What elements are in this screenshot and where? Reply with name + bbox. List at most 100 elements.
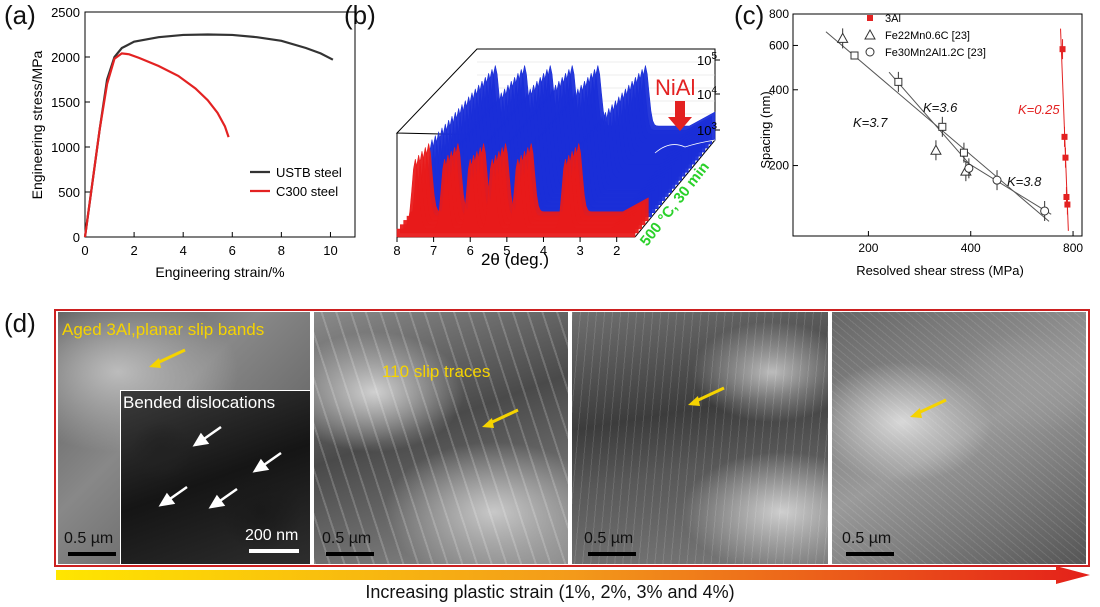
legend-label: Fe30Mn2Al1.2C [23] [885, 47, 986, 59]
plot-frame-a [84, 11, 356, 238]
scale-label-4: 0.5 µm [842, 530, 892, 547]
data-point [959, 148, 968, 157]
data-point [1040, 206, 1050, 216]
plot-frame-c [792, 13, 1083, 237]
strain-caption: Increasing plastic strain (1%, 2%, 3% an… [365, 582, 735, 602]
y-tick-label: 1000 [51, 140, 80, 155]
series-line-1 [83, 33, 334, 238]
inset-caption: Bended dislocations [123, 393, 276, 412]
y-tick-label: 2000 [51, 50, 80, 65]
y-tick-label: 1500 [51, 95, 80, 110]
fit-line-3 [962, 159, 1052, 215]
x-tick-label: 4 [180, 243, 187, 258]
data-point [1064, 201, 1071, 208]
scale-bar-4 [846, 552, 894, 556]
x-tick-label: 2 [613, 243, 620, 258]
x-tick-label: 3 [576, 243, 583, 258]
nial-peak-trace [654, 139, 716, 154]
series-line-2 [83, 52, 230, 238]
data-point [836, 32, 849, 43]
legend-a: USTB steel C300 steel [250, 165, 342, 199]
nial-arrow-icon [668, 101, 692, 131]
data-point [1063, 194, 1070, 201]
x-axis-label: Engineering strain/% [155, 264, 284, 280]
x-tick-label: 0 [81, 243, 88, 258]
x-tick-label: 8 [278, 243, 285, 258]
data-point [964, 163, 974, 173]
y-tick-label: 2500 [51, 5, 80, 20]
legend-marker [864, 28, 876, 40]
tem-inset: Bended dislocations 200 nm [120, 390, 310, 564]
y-tick-label: 800 [769, 7, 789, 21]
tem-caption-planar: Aged 3Al,planar slip bands [62, 320, 265, 339]
y-tick-label: 400 [769, 83, 789, 97]
tem-caption-slip: 110 slip traces [382, 362, 491, 381]
scale-bar-3 [588, 552, 636, 556]
x-tick-label: 7 [430, 243, 437, 258]
strain-gradient-arrow-icon [56, 566, 1090, 584]
legend-c: 3Al Fe22Mn0.6C [23] Fe30Mn2Al1.2C [23] [850, 13, 986, 60]
stress-strain-chart: 0 2 4 6 8 10 0 500 1000 1500 2000 2500 Engineering … [29, 5, 356, 280]
fit-line-2 [888, 71, 972, 166]
scale-label-2: 0.5 µm [322, 530, 372, 547]
data-point [930, 144, 942, 155]
tem-image-1: Aged 3Al,planar slip bands Bended disloc… [58, 312, 310, 564]
y-axis-label: Spacing (nm) [758, 91, 773, 168]
data-point [894, 77, 903, 86]
y-axis-label: Engineering stress/MPa [29, 50, 45, 199]
spacing-vs-stress-chart: 200 400 800 200 400 600 800 K=3.7 K=3.6 K=3.8 K=0… [758, 7, 1083, 278]
legend-label: USTB steel [276, 165, 342, 180]
panel-label-d: (d) [4, 308, 36, 338]
x-tick-label: 10 [323, 243, 337, 258]
legend-label: Fe22Mn0.6C [23] [885, 30, 970, 42]
yellow-arrow-icon [688, 386, 725, 406]
y-tick-label: 600 [769, 38, 789, 52]
x-tick-label: 2 [130, 243, 137, 258]
legend-marker [850, 51, 859, 60]
data-point [938, 122, 947, 131]
y-tick-label: 0 [73, 230, 80, 245]
legend-marker [865, 47, 875, 57]
fit-annotation: K=3.6 [923, 100, 958, 115]
x-axis-label: 2θ (deg.) [481, 250, 549, 269]
data-point [992, 175, 1002, 185]
white-arrows-icon [158, 425, 282, 509]
yellow-arrow-icon [910, 398, 947, 418]
fit-annotation: K=3.8 [1007, 174, 1042, 189]
tem-image-2: 110 slip traces 0.5 µm [314, 312, 568, 564]
fit-annotation: K=3.7 [853, 115, 888, 130]
inset-scale-bar [249, 549, 299, 553]
x-tick-label: 6 [229, 243, 236, 258]
scale-bar-1 [68, 552, 116, 556]
legend-label: 3Al [885, 13, 901, 25]
tem-image-4: 0.5 µm [832, 312, 1086, 564]
fit-annotation: K=0.25 [1018, 102, 1060, 117]
x-axis-label: Resolved shear stress (MPa) [856, 263, 1024, 278]
x-tick-label: 400 [961, 241, 981, 255]
x-tick-label: 8 [393, 243, 400, 258]
data-point [1062, 154, 1069, 161]
scale-label-1: 0.5 µm [64, 530, 114, 547]
scale-label-3: 0.5 µm [584, 530, 634, 547]
panel-label-b: (b) [344, 0, 376, 30]
tem-frame [54, 309, 1090, 567]
tem-image-3: 0.5 µm [572, 312, 828, 564]
x-tick-label: 200 [858, 241, 878, 255]
x-tick-label: 6 [467, 243, 474, 258]
inset-scale-label: 200 nm [245, 527, 299, 544]
y-tick-label: 200 [769, 159, 789, 173]
yellow-arrow-icon [482, 408, 519, 428]
x-tick-label: 5 [503, 243, 510, 258]
panel-label-c: (c) [734, 0, 765, 30]
x-tick-label: 800 [1063, 241, 1083, 255]
data-point [1061, 133, 1068, 140]
legend-label: C300 steel [276, 184, 338, 199]
yellow-arrow-icon [149, 348, 186, 368]
data-point [1059, 46, 1066, 53]
legend-marker [867, 15, 873, 21]
xrd-trace [396, 158, 636, 238]
y-tick-label: 500 [58, 185, 80, 200]
panel-label-a: (a) [4, 0, 36, 30]
scale-bar-2 [326, 552, 374, 556]
